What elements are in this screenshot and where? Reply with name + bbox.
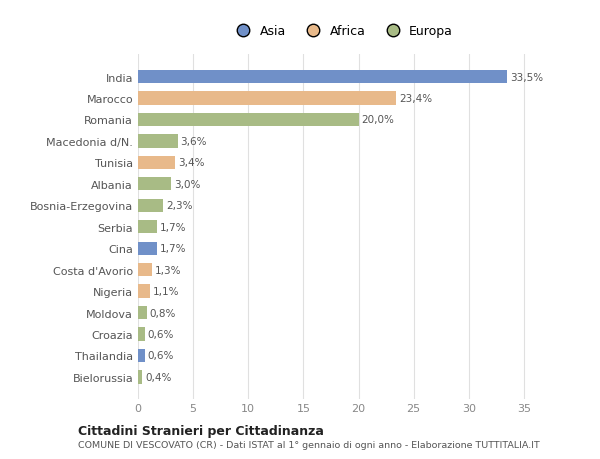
Bar — [138, 242, 157, 255]
Text: 0,6%: 0,6% — [148, 351, 174, 361]
Bar — [138, 285, 150, 298]
Text: 3,4%: 3,4% — [178, 158, 205, 168]
Bar — [138, 221, 157, 234]
Text: Cittadini Stranieri per Cittadinanza: Cittadini Stranieri per Cittadinanza — [78, 424, 324, 437]
Text: 23,4%: 23,4% — [399, 94, 432, 104]
Text: 2,3%: 2,3% — [166, 201, 193, 211]
Text: 0,6%: 0,6% — [148, 329, 174, 339]
Bar — [138, 370, 142, 384]
Text: 1,3%: 1,3% — [155, 265, 182, 275]
Text: 33,5%: 33,5% — [510, 73, 543, 82]
Text: 3,6%: 3,6% — [181, 137, 207, 146]
Bar — [138, 92, 396, 106]
Bar — [138, 135, 178, 148]
Bar — [138, 263, 152, 277]
Text: 3,0%: 3,0% — [174, 179, 200, 190]
Bar — [138, 328, 145, 341]
Text: 1,1%: 1,1% — [153, 286, 179, 297]
Bar — [138, 306, 147, 319]
Bar — [138, 349, 145, 362]
Bar — [138, 199, 163, 213]
Text: 1,7%: 1,7% — [160, 244, 186, 254]
Text: 1,7%: 1,7% — [160, 222, 186, 232]
Text: 0,8%: 0,8% — [149, 308, 176, 318]
Text: 20,0%: 20,0% — [361, 115, 394, 125]
Bar — [138, 71, 508, 84]
Text: 0,4%: 0,4% — [145, 372, 172, 382]
Bar — [138, 178, 171, 191]
Text: COMUNE DI VESCOVATO (CR) - Dati ISTAT al 1° gennaio di ogni anno - Elaborazione : COMUNE DI VESCOVATO (CR) - Dati ISTAT al… — [78, 441, 540, 449]
Legend: Asia, Africa, Europa: Asia, Africa, Europa — [226, 20, 458, 43]
Bar — [138, 113, 359, 127]
Bar — [138, 157, 175, 170]
